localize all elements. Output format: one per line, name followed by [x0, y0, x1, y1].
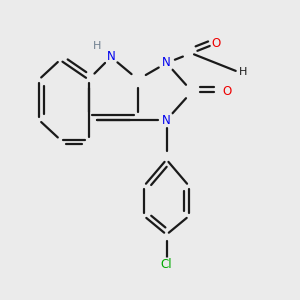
Text: Cl: Cl: [161, 258, 172, 271]
Text: N: N: [106, 50, 116, 64]
Text: O: O: [212, 37, 220, 50]
Text: O: O: [222, 85, 231, 98]
Text: N: N: [162, 113, 171, 127]
Text: H: H: [238, 67, 247, 77]
Text: N: N: [162, 56, 171, 70]
Text: H: H: [93, 41, 102, 52]
